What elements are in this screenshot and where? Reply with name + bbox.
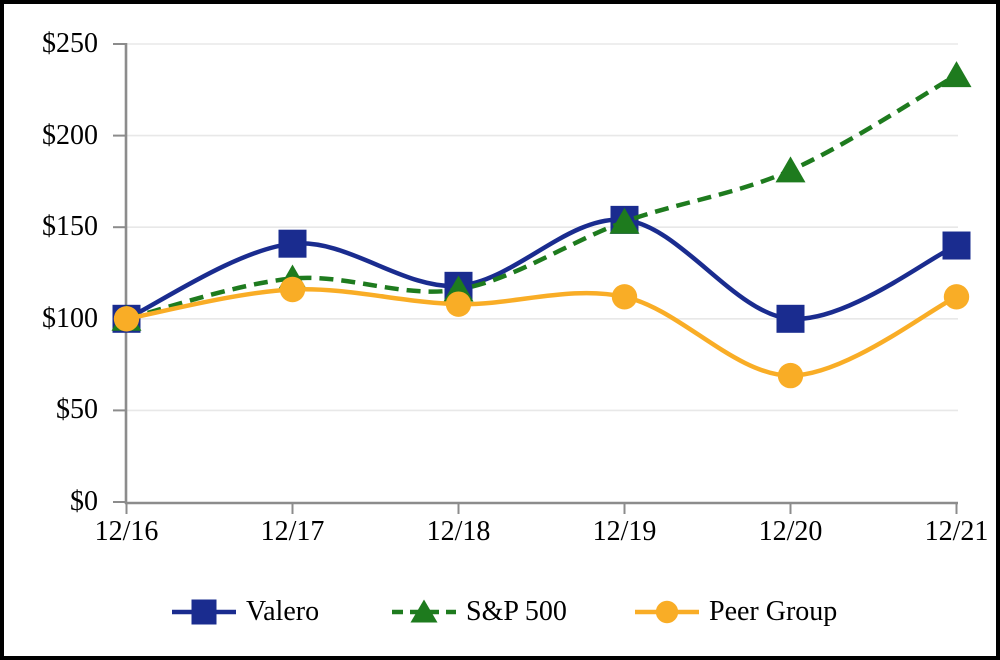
legend-item-peer-group: Peer Group — [635, 595, 837, 629]
legend-label-sp500: S&P 500 — [466, 596, 567, 627]
data-point-marker-peer-group — [943, 284, 970, 310]
x-axis-tick-label: 12/17 — [260, 516, 325, 547]
y-axis-tick-label: $150 — [42, 211, 98, 243]
x-axis-tick-label: 12/19 — [592, 516, 657, 547]
data-point-marker-valero — [942, 231, 971, 260]
legend-valero-marker — [191, 599, 217, 625]
sp500-line-marker-sample — [392, 597, 456, 627]
y-axis-tick-label: $250 — [42, 28, 98, 59]
x-axis-tick-label: 12/18 — [426, 516, 491, 547]
x-axis-tick-label: 12/16 — [94, 516, 159, 547]
data-point-marker-peer-group — [445, 291, 472, 317]
y-axis-tick-label: $100 — [42, 302, 98, 334]
data-point-marker-s-p-500 — [609, 207, 640, 234]
data-point-marker-s-p-500 — [941, 61, 972, 88]
y-axis-tick-label: $50 — [56, 394, 98, 426]
data-point-marker-valero — [776, 304, 805, 333]
peer-group-line-marker-sample — [635, 597, 699, 627]
legend-item-valero: Valero — [172, 595, 319, 629]
data-point-marker-peer-group — [279, 276, 306, 303]
data-point-marker-peer-group — [113, 306, 140, 332]
data-point-marker-valero — [278, 229, 307, 258]
y-axis-tick-label: $0 — [70, 486, 98, 517]
legend-s-p-500-marker — [410, 599, 438, 623]
legend-peer-group-marker — [655, 600, 679, 624]
legend-sample-graphic — [172, 599, 236, 625]
legend-sample-graphic — [635, 600, 699, 624]
x-axis-tick-label: 12/21 — [924, 516, 989, 547]
data-point-marker-s-p-500 — [775, 156, 806, 183]
series-line-valero — [124, 217, 959, 322]
y-axis-tick-label: $200 — [42, 119, 98, 151]
legend-label-valero: Valero — [246, 596, 320, 627]
valero-line-marker-sample — [172, 597, 236, 627]
legend-item-sp500: S&P 500 — [392, 595, 567, 629]
data-point-marker-peer-group — [777, 362, 804, 389]
series-line-s-p-500 — [125, 73, 958, 321]
data-point-marker-peer-group — [611, 284, 638, 310]
x-axis-tick-label: 12/20 — [758, 516, 823, 547]
legend-label-peer-group: Peer Group — [709, 596, 838, 627]
series-line-peer-group — [124, 286, 959, 378]
legend-sample-graphic — [392, 599, 456, 623]
chart-legend: Valero S&P 500 Peer Group — [0, 595, 1000, 631]
